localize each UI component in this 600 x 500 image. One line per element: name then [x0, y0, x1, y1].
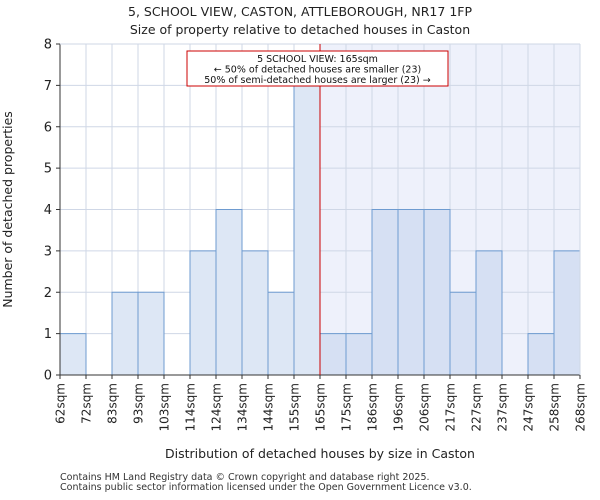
- x-tick-label: 124sqm: [210, 383, 224, 431]
- bar: [137, 291, 165, 376]
- bar: [423, 209, 451, 376]
- y-tick-label: 0: [44, 369, 52, 384]
- annotation-line: ← 50% of detached houses are smaller (23…: [214, 65, 421, 76]
- x-tick-label: 268sqm: [574, 383, 588, 431]
- x-tick-label: 62sqm: [54, 383, 68, 424]
- bar: [449, 291, 477, 376]
- x-axis-label: Distribution of detached houses by size …: [165, 446, 475, 461]
- y-tick-label: 2: [44, 286, 52, 301]
- x-tick-label: 103sqm: [158, 383, 172, 431]
- bar: [371, 209, 399, 376]
- x-tick-label: 144sqm: [262, 383, 276, 431]
- bar: [241, 250, 269, 376]
- x-tick-label: 114sqm: [184, 383, 198, 431]
- bar: [553, 250, 581, 376]
- y-tick-label: 5: [44, 162, 52, 177]
- x-tick-label: 83sqm: [106, 383, 120, 424]
- bar: [267, 291, 295, 376]
- x-tick-label: 72sqm: [80, 383, 94, 424]
- x-tick-label: 258sqm: [548, 383, 562, 431]
- bar: [345, 333, 373, 376]
- bar: [215, 209, 243, 376]
- annotation-line: 50% of semi-detached houses are larger (…: [204, 75, 431, 86]
- x-tick-label: 196sqm: [392, 383, 406, 431]
- y-tick-label: 1: [44, 327, 52, 342]
- y-axis-label: Number of detached properties: [0, 111, 15, 308]
- x-tick-label: 186sqm: [366, 383, 380, 431]
- bar: [475, 250, 503, 376]
- bar: [59, 333, 87, 376]
- bar: [527, 333, 555, 376]
- footer-line-2: Contains public sector information licen…: [60, 482, 472, 493]
- chart-subtitle: Size of property relative to detached ho…: [129, 22, 471, 37]
- y-tick-label: 4: [44, 203, 52, 218]
- annotation-box: [186, 50, 449, 87]
- y-tick-label: 3: [44, 244, 52, 259]
- bar: [111, 291, 139, 376]
- x-tick-label: 175sqm: [340, 383, 354, 431]
- x-tick-label: 237sqm: [496, 383, 510, 431]
- x-tick-label: 206sqm: [418, 383, 432, 431]
- x-tick-label: 227sqm: [470, 383, 484, 431]
- bar: [293, 84, 321, 376]
- bar: [189, 250, 217, 376]
- y-tick-label: 6: [44, 120, 52, 135]
- x-tick-label: 165sqm: [314, 383, 328, 431]
- chart-title: 5, SCHOOL VIEW, CASTON, ATTLEBOROUGH, NR…: [128, 4, 472, 19]
- y-tick-label: 7: [44, 79, 52, 94]
- bar: [319, 333, 347, 376]
- footer-line-1: Contains HM Land Registry data © Crown c…: [60, 472, 430, 483]
- bar: [397, 209, 425, 376]
- x-tick-label: 217sqm: [444, 383, 458, 431]
- x-tick-label: 134sqm: [236, 383, 250, 431]
- y-tick-label: 8: [44, 38, 52, 53]
- x-tick-label: 155sqm: [288, 383, 302, 431]
- x-tick-label: 93sqm: [132, 383, 146, 424]
- annotation-line: 5 SCHOOL VIEW: 165sqm: [257, 54, 378, 65]
- x-tick-label: 247sqm: [522, 383, 536, 431]
